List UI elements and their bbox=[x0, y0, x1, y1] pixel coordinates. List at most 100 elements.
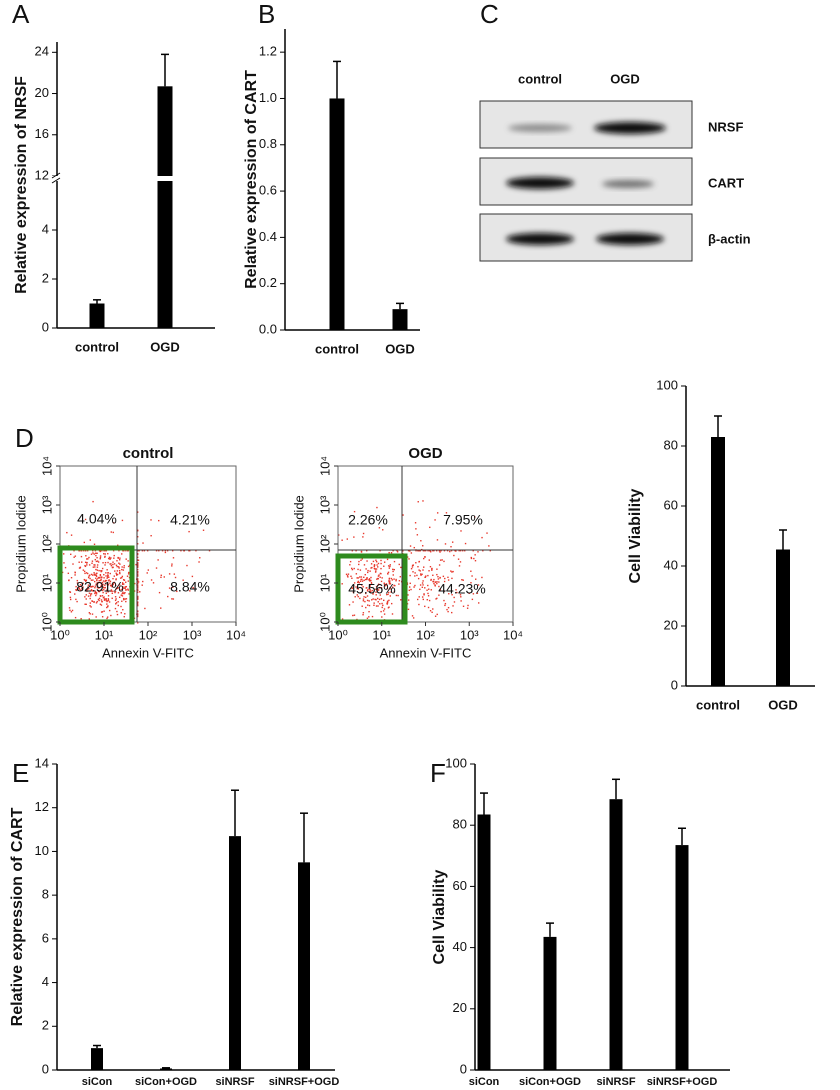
event-dot bbox=[94, 574, 96, 576]
event-dot bbox=[114, 607, 117, 610]
event-dot bbox=[370, 576, 372, 579]
event-dot bbox=[70, 611, 73, 613]
lane-label: OGD bbox=[610, 71, 640, 86]
x-tick-label: 10³ bbox=[183, 627, 202, 642]
event-dot bbox=[402, 550, 404, 552]
event-dot bbox=[146, 572, 148, 574]
y-tick-label: 12 bbox=[35, 167, 49, 182]
x-tick-label: OGD bbox=[150, 339, 180, 354]
event-dot bbox=[84, 564, 86, 567]
event-dot bbox=[98, 597, 101, 600]
event-dot bbox=[95, 602, 98, 604]
event-dot bbox=[430, 578, 432, 581]
event-dot bbox=[355, 550, 357, 552]
event-dot bbox=[423, 557, 425, 560]
x-tick-label: 10⁴ bbox=[226, 627, 246, 642]
event-dot bbox=[63, 553, 65, 555]
event-dot bbox=[90, 573, 93, 576]
panel-letter: A bbox=[12, 0, 30, 29]
event-dot bbox=[119, 571, 121, 574]
event-dot bbox=[381, 602, 383, 605]
event-dot bbox=[378, 598, 381, 601]
event-dot bbox=[137, 604, 139, 607]
event-dot bbox=[120, 605, 122, 608]
event-dot bbox=[383, 608, 386, 610]
event-dot bbox=[449, 550, 451, 553]
bar bbox=[298, 862, 310, 1070]
event-dot bbox=[429, 550, 431, 552]
event-dot bbox=[103, 599, 106, 601]
event-dot bbox=[127, 589, 129, 591]
event-dot bbox=[408, 589, 410, 592]
event-dot bbox=[186, 564, 188, 567]
event-dot bbox=[118, 559, 121, 561]
event-dot bbox=[423, 566, 425, 568]
event-dot bbox=[138, 550, 140, 552]
event-dot bbox=[389, 586, 391, 589]
event-dot bbox=[122, 579, 125, 581]
event-dot bbox=[406, 603, 409, 605]
event-dot bbox=[94, 587, 96, 589]
y-tick-label: 0.4 bbox=[259, 229, 277, 244]
event-dot bbox=[78, 561, 80, 563]
event-dot bbox=[73, 550, 75, 552]
event-dot bbox=[92, 552, 94, 554]
event-dot bbox=[364, 573, 366, 576]
event-dot bbox=[75, 585, 77, 588]
event-dot bbox=[375, 605, 378, 607]
event-dot bbox=[470, 556, 472, 559]
event-dot bbox=[455, 589, 457, 591]
event-dot bbox=[137, 585, 139, 588]
event-dot bbox=[450, 570, 452, 572]
event-dot bbox=[84, 603, 86, 605]
row-label: CART bbox=[708, 175, 744, 190]
event-dot bbox=[126, 550, 128, 552]
event-dot bbox=[96, 569, 99, 571]
event-dot bbox=[357, 568, 359, 571]
event-dot bbox=[88, 556, 90, 559]
event-dot bbox=[89, 539, 91, 541]
y-axis-title: Cell Viability bbox=[627, 488, 644, 583]
event-dot bbox=[100, 604, 103, 606]
event-dot bbox=[378, 587, 381, 589]
event-dot bbox=[122, 608, 124, 611]
event-dot bbox=[363, 579, 365, 582]
event-dot bbox=[106, 588, 108, 591]
event-dot bbox=[104, 584, 106, 586]
event-dot bbox=[355, 586, 357, 588]
event-dot bbox=[366, 550, 368, 552]
event-dot bbox=[412, 571, 414, 573]
event-dot bbox=[111, 592, 113, 595]
event-dot bbox=[90, 606, 92, 608]
event-dot bbox=[101, 576, 103, 578]
event-dot bbox=[348, 604, 351, 606]
event-dot bbox=[146, 550, 149, 552]
event-dot bbox=[448, 593, 450, 595]
y-tick-label: 4 bbox=[42, 974, 49, 989]
event-dot bbox=[360, 576, 363, 578]
x-tick-label: 10¹ bbox=[95, 627, 114, 642]
event-dot bbox=[67, 572, 70, 575]
event-dot bbox=[352, 614, 354, 617]
event-dot bbox=[109, 563, 111, 565]
event-dot bbox=[134, 582, 136, 585]
event-dot bbox=[391, 586, 394, 588]
event-dot bbox=[104, 556, 106, 558]
event-dot bbox=[368, 616, 370, 618]
quadrant-label: 4.04% bbox=[77, 511, 117, 527]
event-dot bbox=[474, 516, 476, 518]
event-dot bbox=[409, 574, 411, 577]
event-dot bbox=[454, 550, 456, 552]
event-dot bbox=[115, 572, 117, 574]
event-dot bbox=[110, 531, 112, 533]
event-dot bbox=[109, 582, 111, 584]
event-dot bbox=[180, 550, 182, 552]
event-dot bbox=[137, 536, 139, 538]
event-dot bbox=[98, 550, 101, 552]
event-dot bbox=[388, 583, 391, 585]
event-dot bbox=[368, 588, 370, 590]
event-dot bbox=[486, 532, 488, 534]
event-dot bbox=[353, 536, 355, 538]
event-dot bbox=[112, 577, 114, 580]
event-dot bbox=[462, 579, 464, 581]
